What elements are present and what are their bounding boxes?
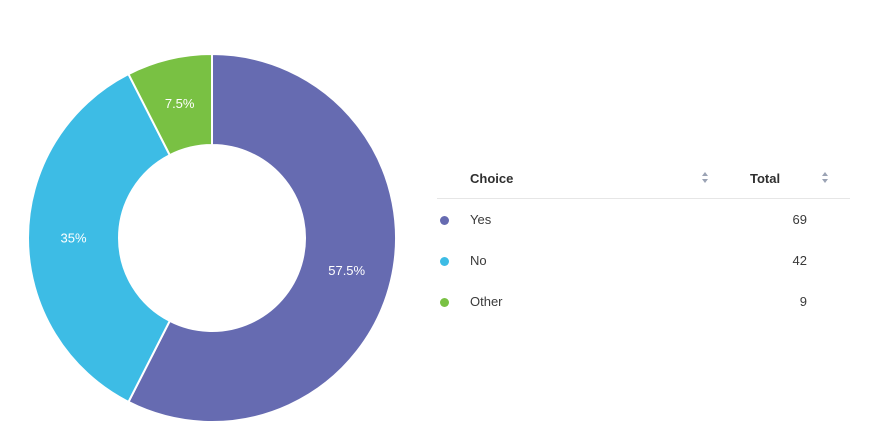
table-row: No 42 [437, 240, 850, 281]
legend-dot-icon [440, 257, 449, 266]
row-total: 69 [792, 212, 807, 227]
legend-dot-icon [440, 298, 449, 307]
choice-column-header[interactable]: Choice [470, 171, 514, 186]
row-total: 42 [792, 253, 807, 268]
donut-slice-yes[interactable] [127, 52, 397, 423]
sort-choice-icon[interactable] [702, 172, 708, 184]
row-choice: No [470, 253, 487, 268]
slice-label-yes: 57.5% [328, 263, 365, 278]
slice-label-other: 7.5% [165, 96, 195, 111]
donut-chart: 57.5% 35% 7.5% [27, 52, 397, 423]
legend-dot-icon [440, 216, 449, 225]
row-choice: Other [470, 294, 503, 309]
sort-total-icon[interactable] [822, 172, 828, 184]
row-total: 9 [799, 294, 807, 309]
table-header: Choice Total [437, 160, 850, 199]
table-row: Yes 69 [437, 199, 850, 240]
legend-table: Choice Total Yes 69 No 42 Other 9 [437, 160, 850, 322]
donut-slice-other[interactable] [127, 52, 213, 157]
row-choice: Yes [470, 212, 492, 227]
donut-slice-no[interactable] [27, 72, 172, 404]
table-row: Other 9 [437, 281, 850, 322]
total-column-header[interactable]: Total [750, 171, 781, 186]
slice-label-no: 35% [60, 231, 86, 246]
